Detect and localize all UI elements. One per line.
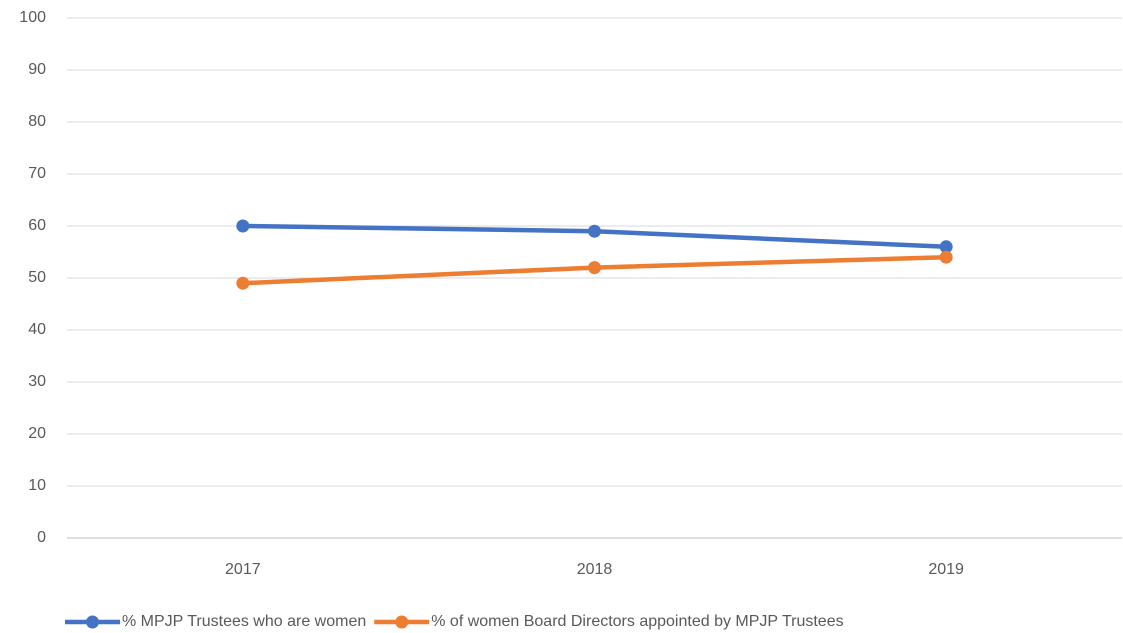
legend-label: % MPJP Trustees who are women [122,613,366,630]
y-tick-label: 20 [28,425,46,442]
y-tick-label: 90 [28,61,46,78]
legend-marker [395,615,409,629]
y-tick-label: 10 [28,477,46,494]
legend-label: % of women Board Directors appointed by … [431,613,843,630]
y-tick-label: 50 [28,269,46,286]
legend-marker [86,615,99,629]
y-tick-label: 70 [28,165,46,182]
y-tick-label: 0 [37,529,46,546]
data-point [236,276,250,290]
data-point [939,250,953,264]
y-tick-label: 30 [28,373,46,390]
y-tick-label: 80 [28,113,46,130]
data-point [588,261,601,275]
x-tick-label: 2019 [928,561,964,578]
y-tick-label: 40 [28,321,46,338]
x-tick-label: 2017 [225,561,261,578]
y-tick-label: 100 [19,9,46,26]
data-point [588,224,601,238]
y-tick-label: 60 [28,217,46,234]
x-tick-label: 2018 [577,561,613,578]
data-point [236,219,250,233]
data-point [939,240,953,254]
